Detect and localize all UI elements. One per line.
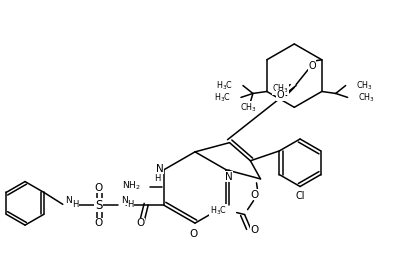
- Text: O: O: [94, 218, 103, 228]
- Text: O: O: [250, 190, 259, 200]
- Text: N: N: [121, 196, 128, 205]
- Text: CH$_3$: CH$_3$: [241, 101, 257, 114]
- Text: H: H: [154, 174, 160, 183]
- Text: N: N: [225, 172, 233, 182]
- Text: H$_3$C: H$_3$C: [216, 79, 233, 92]
- Text: H: H: [72, 200, 79, 209]
- Text: O: O: [189, 229, 197, 239]
- Text: H$_3$C: H$_3$C: [214, 91, 231, 104]
- Text: H: H: [127, 200, 134, 209]
- Text: O: O: [94, 183, 103, 193]
- Text: O: O: [276, 90, 284, 101]
- Text: Cl: Cl: [295, 191, 305, 201]
- Text: CH$_3$: CH$_3$: [358, 91, 375, 104]
- Text: N: N: [156, 164, 164, 174]
- Text: O: O: [308, 61, 316, 71]
- Text: O: O: [136, 218, 144, 228]
- Text: NH$_2$: NH$_2$: [121, 179, 140, 192]
- Text: H$_3$C: H$_3$C: [209, 204, 227, 217]
- Text: N: N: [65, 196, 72, 205]
- Text: CH$_3$: CH$_3$: [272, 82, 289, 95]
- Text: S: S: [95, 199, 102, 212]
- Text: CH$_3$: CH$_3$: [356, 79, 373, 92]
- Text: O: O: [250, 225, 259, 235]
